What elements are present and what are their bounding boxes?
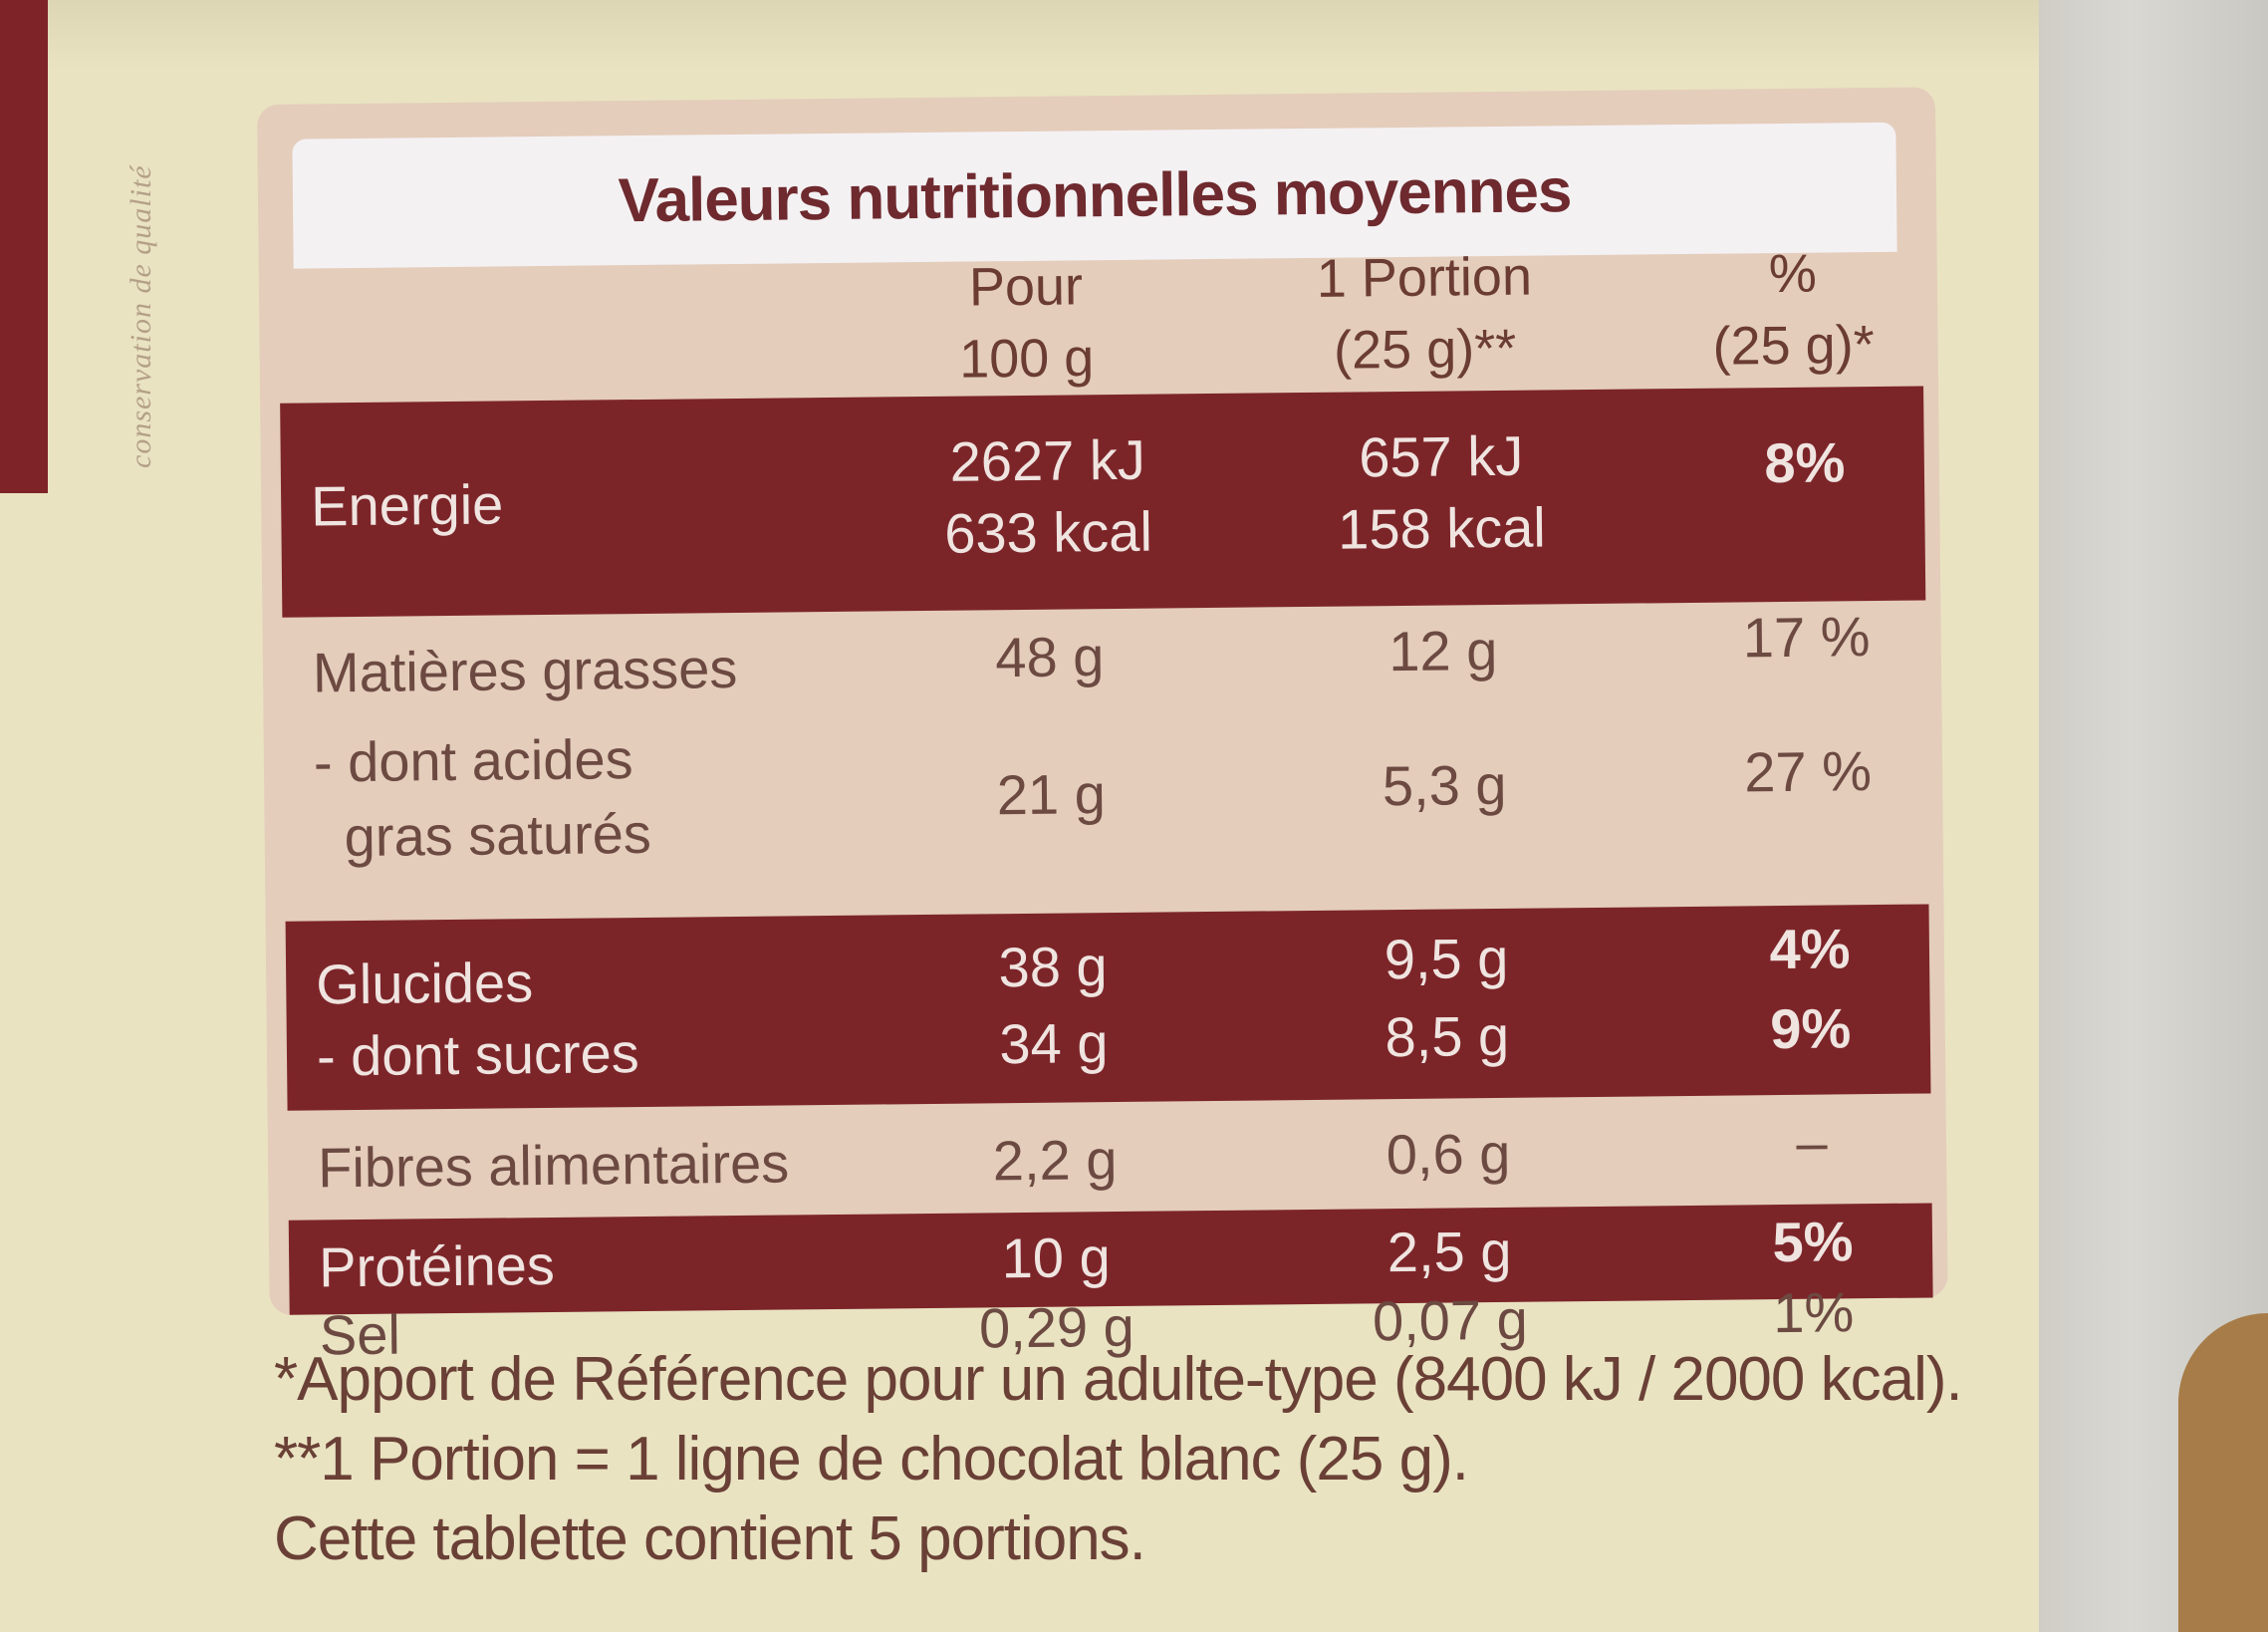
footnote-portion: **1 Portion = 1 ligne de chocolat blanc … <box>274 1425 1469 1494</box>
header-per-100g-line2: 100 g <box>958 328 1095 390</box>
value-100g: 10 g <box>1001 1225 1111 1290</box>
value-percent-carbs: 4% <box>1769 917 1851 981</box>
value-portion-kcal: 158 kcal <box>1337 495 1547 561</box>
row-label: Matières grasses <box>312 636 738 704</box>
row-fat: Matières grasses 48 g 12 g 17 % <box>282 600 1926 716</box>
header-per-100g-line1: Pour <box>968 256 1084 318</box>
row-carbohydrates: Glucides 38 g 9,5 g 4% - dont sucres 34 … <box>285 904 1931 1111</box>
row-fibre: Fibres alimentaires 2,2 g 0,6 g – <box>288 1093 1932 1220</box>
row-label-carbs: Glucides <box>315 951 534 1016</box>
footnote-reference-intake: *Apport de Référence pour un adulte-type… <box>274 1345 1963 1414</box>
row-label-sugars: - dont sucres <box>316 1021 640 1088</box>
value-100g: 21 g <box>996 762 1107 827</box>
side-vertical-text: conservation de qualité <box>125 164 157 468</box>
row-label-line1: - dont acides <box>313 727 633 794</box>
value-portion-sugars: 8,5 g <box>1385 1003 1510 1069</box>
header-per-100g: Pour 100 g <box>896 250 1156 397</box>
row-label: Energie <box>310 472 504 538</box>
value-percent: 8% <box>1764 430 1846 495</box>
background-cardboard <box>2178 1313 2268 1632</box>
row-label: Protéines <box>318 1232 556 1299</box>
header-portion-line1: 1 Portion <box>1316 246 1533 309</box>
value-percent: 5% <box>1772 1210 1854 1274</box>
value-percent: – <box>1796 1110 1828 1174</box>
value-100g-kcal: 633 kcal <box>943 499 1153 565</box>
row-saturated-fat: - dont acides gras saturés 21 g 5,3 g 27… <box>283 699 1928 921</box>
background-shadow <box>0 0 2042 70</box>
header-percent-line1: % <box>1768 243 1818 305</box>
footnote-portions-count: Cette tablette contient 5 portions. <box>274 1504 1146 1573</box>
value-portion: 12 g <box>1387 618 1498 683</box>
row-energy: Energie 2627 kJ 633 kcal 657 kJ 158 kcal… <box>280 386 1926 618</box>
value-100g: 2,2 g <box>992 1128 1118 1193</box>
header-percent: % (25 g)* <box>1672 237 1912 384</box>
value-100g-sugars: 34 g <box>999 1011 1109 1076</box>
title-band: Valeurs nutritionnelles moyennes <box>292 122 1897 269</box>
value-portion-kj: 657 kJ <box>1358 423 1524 489</box>
value-percent: 27 % <box>1743 739 1873 804</box>
value-portion-carbs: 9,5 g <box>1384 926 1509 991</box>
value-100g-kj: 2627 kJ <box>949 427 1146 493</box>
value-percent: 1% <box>1772 1280 1855 1345</box>
value-100g: 48 g <box>995 625 1105 689</box>
header-portion-line2: (25 g)** <box>1333 318 1517 381</box>
value-portion: 5,3 g <box>1382 752 1507 818</box>
value-percent-sugars: 9% <box>1769 996 1852 1061</box>
header-portion: 1 Portion (25 g)** <box>1255 240 1595 388</box>
value-portion: 2,5 g <box>1386 1219 1512 1284</box>
header-percent-line2: (25 g)* <box>1712 315 1875 377</box>
row-label: Fibres alimentaires <box>317 1131 790 1200</box>
table-title: Valeurs nutritionnelles moyennes <box>618 155 1572 235</box>
value-portion: 0,6 g <box>1386 1121 1511 1187</box>
value-100g-carbs: 38 g <box>998 935 1108 999</box>
packaging-side-stripe <box>0 0 48 493</box>
nutrition-table: Valeurs nutritionnelles moyennes Pour 10… <box>257 87 1948 1366</box>
value-percent: 17 % <box>1742 605 1871 670</box>
row-label-line2: gras saturés <box>344 801 652 869</box>
